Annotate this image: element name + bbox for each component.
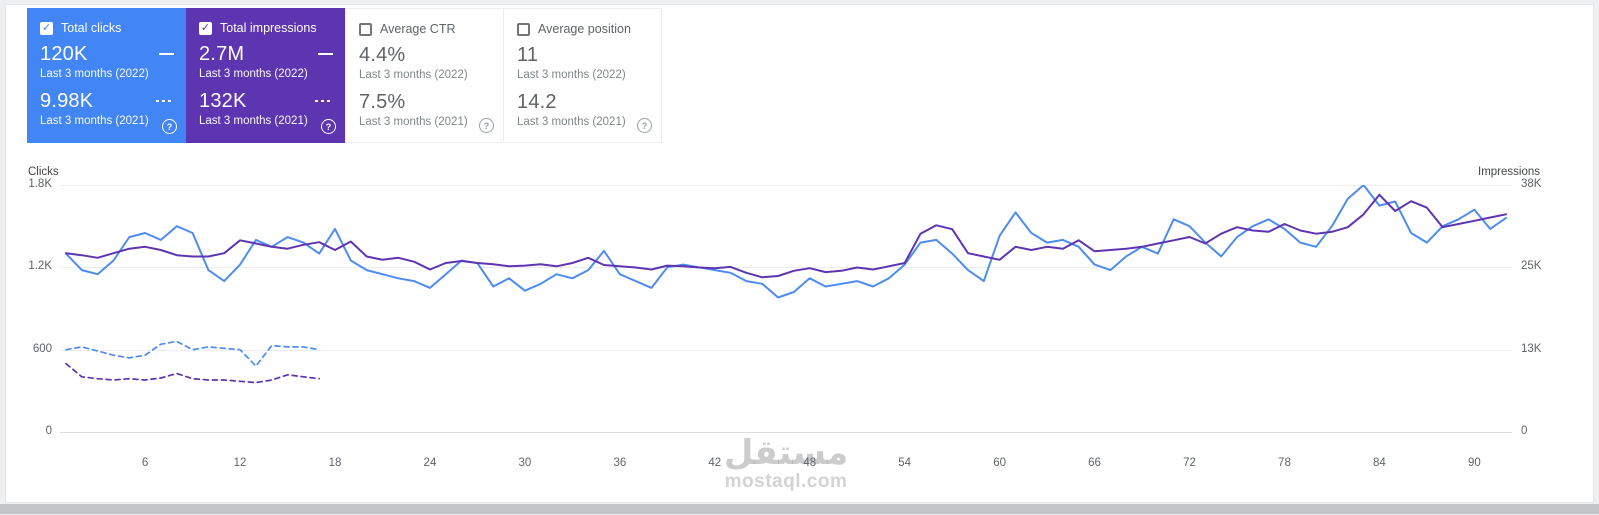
- metric-value-2022: 11: [517, 44, 539, 66]
- total-impressions-checkbox[interactable]: ✓: [199, 21, 212, 35]
- period-label-2022: Last 3 months (2022): [517, 69, 626, 81]
- axis-tick: 36: [613, 457, 627, 469]
- series-clicks-2022: [65, 185, 1507, 299]
- period-label-2022: Last 3 months (2022): [199, 68, 308, 80]
- axis-tick: 66: [1088, 457, 1101, 469]
- value-row-2022: 2.7M: [186, 43, 345, 65]
- axis-tick: 24: [423, 457, 437, 469]
- metric-value-2022: 2.7M: [199, 43, 245, 65]
- metric-card-average-ctr[interactable]: Average CTR 4.4% Last 3 months (2022) 7.…: [345, 8, 504, 143]
- metric-value-2022: 4.4%: [359, 44, 406, 66]
- left-axis-title: Clicks: [28, 166, 59, 178]
- help-icon[interactable]: ?: [479, 118, 494, 133]
- metric-value-2021: 132K: [199, 89, 247, 112]
- card-label: Average position: [538, 22, 631, 36]
- axis-tick: 38K: [1521, 178, 1542, 190]
- series-impressions-2022: [65, 193, 1507, 279]
- value-row-2021: 132K: [186, 90, 345, 112]
- average-position-checkbox[interactable]: [517, 22, 530, 36]
- help-icon[interactable]: ?: [162, 119, 177, 134]
- value-row-2021: 14.2: [504, 91, 661, 113]
- dashed-line-indicator: [315, 99, 333, 102]
- dashed-line-indicator: [156, 99, 174, 102]
- metric-card-total-clicks[interactable]: ✓ Total clicks 120K Last 3 months (2022)…: [27, 8, 186, 143]
- value-row-2021: 9.98K: [27, 90, 186, 112]
- value-row-2022: 120K: [27, 43, 186, 65]
- period-label-2021: Last 3 months (2021): [517, 115, 626, 128]
- total-clicks-checkbox[interactable]: ✓: [40, 21, 53, 35]
- checkmark-icon: ✓: [41, 21, 52, 34]
- series-clicks-2021: [65, 340, 321, 367]
- axis-tick: 30: [518, 457, 532, 469]
- axis-tick: 78: [1278, 457, 1291, 469]
- axis-tick: 18: [328, 457, 342, 469]
- metric-card-total-impressions[interactable]: ✓ Total impressions 2.7M Last 3 months (…: [186, 8, 345, 143]
- card-label: Total impressions: [220, 21, 317, 35]
- period-label-2021: Last 3 months (2021): [40, 114, 149, 127]
- metric-value-2021: 7.5%: [359, 90, 406, 113]
- card-header: Average position: [504, 9, 661, 36]
- solid-line-indicator: [159, 53, 174, 55]
- checkmark-icon: ✓: [200, 21, 211, 34]
- average-ctr-checkbox[interactable]: [359, 22, 372, 36]
- horizontal-scrollbar[interactable]: [0, 504, 1599, 514]
- axis-tick: 13K: [1521, 342, 1542, 355]
- value-row-2022: 4.4%: [346, 44, 503, 66]
- metric-value-2022: 120K: [40, 43, 88, 65]
- axis-tick: 1.2K: [28, 260, 52, 273]
- period-label-2021: Last 3 months (2021): [359, 115, 468, 128]
- metric-cards-row: ✓ Total clicks 120K Last 3 months (2022)…: [27, 8, 662, 143]
- period-label-2021: Last 3 months (2021): [199, 114, 308, 127]
- series-impressions-2021: [65, 362, 321, 384]
- value-row-2022: 11: [504, 44, 661, 66]
- metric-value-2021: 14.2: [517, 90, 557, 113]
- axis-tick: 72: [1183, 457, 1196, 469]
- card-label: Total clicks: [61, 21, 122, 35]
- axis-tick: 90: [1467, 457, 1481, 469]
- axis-tick: 48: [803, 457, 817, 469]
- axis-tick: 84: [1373, 457, 1386, 469]
- card-header: ✓ Total clicks: [27, 8, 186, 35]
- value-row-2021: 7.5%: [346, 91, 503, 113]
- axis-tick: 42: [708, 457, 722, 469]
- metric-card-average-position[interactable]: Average position 11 Last 3 months (2022)…: [503, 8, 662, 143]
- axis-tick: 25K: [1521, 260, 1542, 273]
- solid-line-indicator: [318, 53, 333, 55]
- metric-value-2021: 9.98K: [40, 89, 94, 112]
- axis-tick: 12: [233, 457, 247, 469]
- card-header: ✓ Total impressions: [186, 8, 345, 35]
- period-label-2022: Last 3 months (2022): [359, 69, 468, 81]
- axis-tick: 0: [45, 425, 52, 437]
- axis-tick: 1.8K: [28, 178, 52, 190]
- axis-tick: 0: [1521, 425, 1528, 437]
- axis-tick: 600: [32, 342, 52, 355]
- axis-tick: 6: [141, 457, 149, 469]
- help-icon[interactable]: ?: [321, 119, 336, 134]
- right-axis-title: Impressions: [1478, 166, 1540, 178]
- axis-tick: 60: [993, 457, 1007, 469]
- card-label: Average CTR: [380, 22, 456, 36]
- performance-line-chart: [60, 185, 1512, 433]
- period-label-2022: Last 3 months (2022): [40, 68, 149, 80]
- card-header: Average CTR: [346, 9, 503, 36]
- help-icon[interactable]: ?: [637, 118, 652, 133]
- chart-plot-area[interactable]: [60, 185, 1512, 433]
- axis-tick: 54: [898, 457, 912, 469]
